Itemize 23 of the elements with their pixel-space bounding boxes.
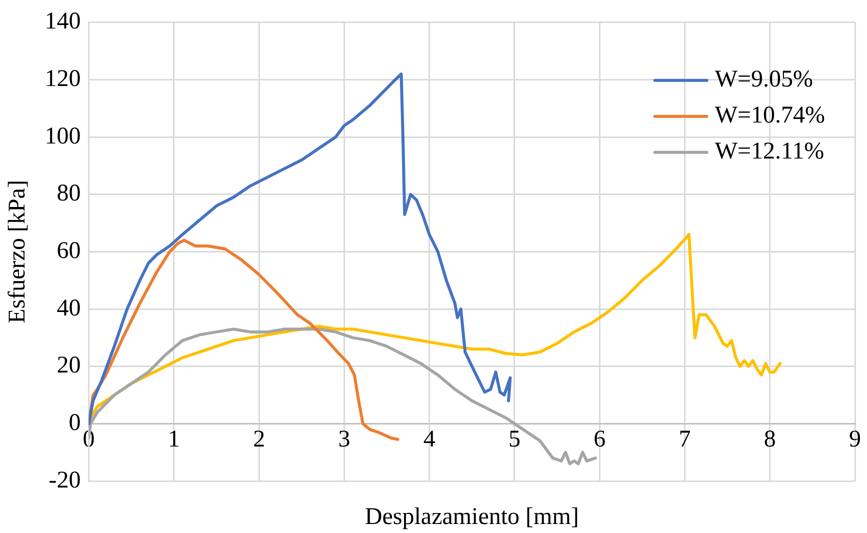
x-tick-label: 5 [508,426,520,452]
y-tick-label: 20 [56,352,81,379]
x-tick-label: 9 [849,426,861,452]
y-tick-label: 140 [44,8,81,35]
y-tick-label: 80 [56,180,81,207]
legend-label: W=12.11% [714,138,824,165]
y-tick-label: 0 [68,410,81,436]
x-tick-label: 7 [678,426,691,452]
y-tick-label: 60 [56,238,81,264]
x-axis-title: Desplazamiento [mm] [364,504,579,530]
y-tick-label: 100 [44,123,81,150]
x-tick-label: 8 [764,426,776,452]
x-tick-label: 6 [594,426,606,452]
legend-label: W=9.05% [714,66,814,93]
y-tick-label: 120 [44,66,81,92]
y-axis-title: Esfuerzo [kPa] [4,180,31,324]
y-tick-label: -20 [48,467,81,494]
y-tick-label: 40 [56,295,81,322]
legend-label: W=10.74% [714,102,826,129]
x-tick-label: 3 [338,426,350,452]
x-tick-label: 4 [423,426,436,452]
x-tick-label: 1 [168,426,180,452]
x-tick-label: 2 [253,426,266,452]
